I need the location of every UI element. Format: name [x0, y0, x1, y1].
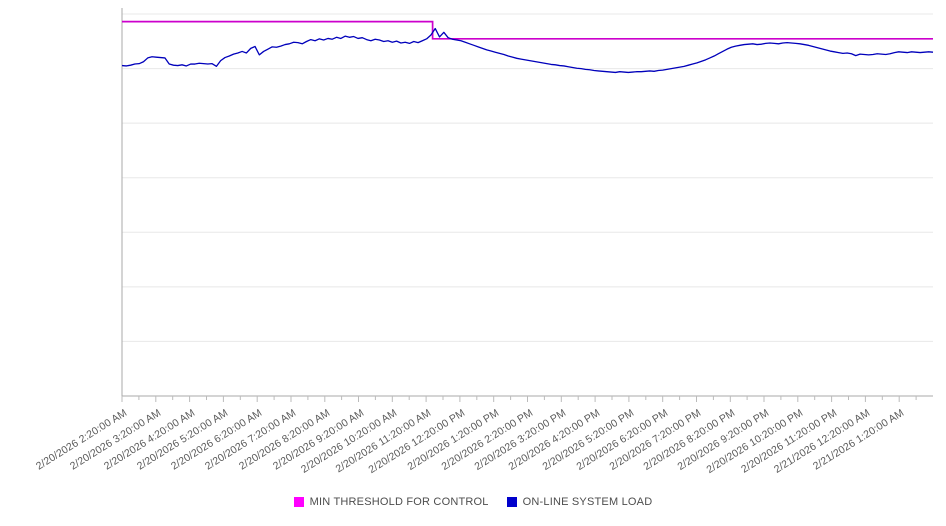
legend-label-system-load: ON-LINE SYSTEM LOAD	[522, 496, 653, 508]
gridlines	[122, 13, 933, 397]
legend-item-min-threshold[interactable]: MIN THRESHOLD FOR CONTROL	[293, 496, 489, 508]
axis-lines	[121, 8, 933, 397]
x-axis-ticks	[121, 396, 917, 402]
legend-item-system-load[interactable]: ON-LINE SYSTEM LOAD	[506, 496, 653, 508]
series-line-min-threshold-for-control	[122, 20, 933, 40]
series-line-on-line-system-load	[121, 27, 934, 74]
legend-swatch-magenta	[293, 497, 304, 507]
legend-swatch-blue	[506, 497, 517, 507]
chart-legend: MIN THRESHOLD FOR CONTROL ON-LINE SYSTEM…	[0, 496, 946, 508]
legend-label-min-threshold: MIN THRESHOLD FOR CONTROL	[309, 496, 489, 508]
